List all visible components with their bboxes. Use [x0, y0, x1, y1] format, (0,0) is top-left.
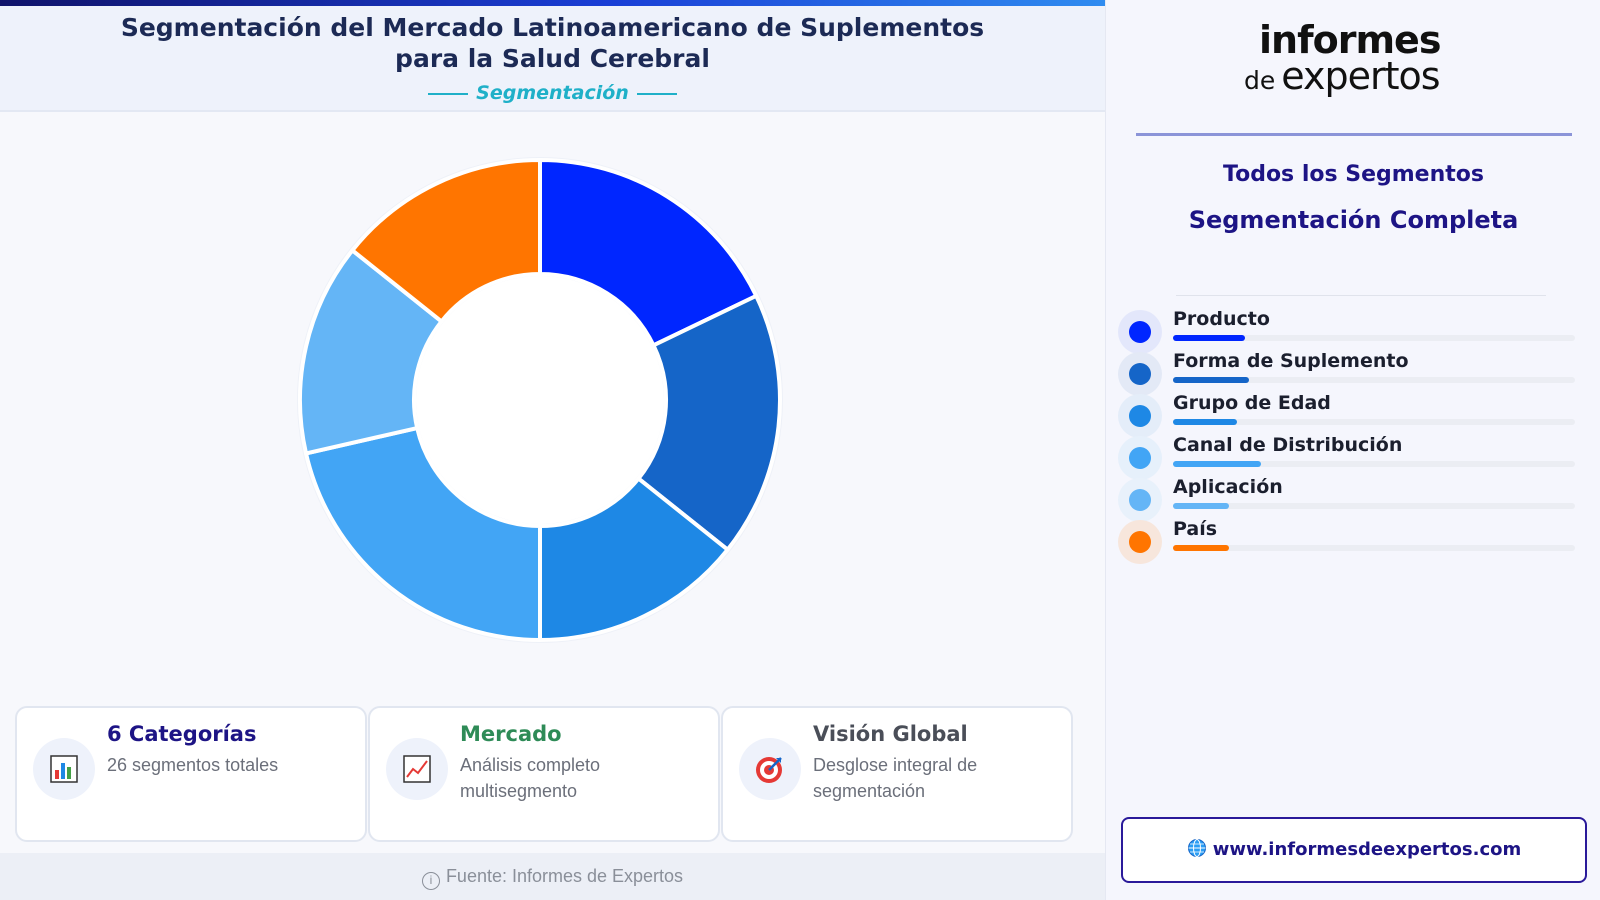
- subtitle-text: Segmentación: [476, 82, 629, 104]
- card-text: Análisis completo multisegmento: [460, 755, 601, 801]
- card-title: 6 Categorías: [107, 722, 257, 746]
- trend-chart-icon: [403, 755, 431, 783]
- legend-dot: [1129, 447, 1151, 469]
- legend-bar-track: [1173, 461, 1575, 467]
- card-market: Mercado Análisis completo multisegmento: [368, 706, 720, 842]
- subtitle: Segmentación: [0, 82, 1105, 104]
- legend-bar: [1173, 419, 1238, 425]
- card-global-vision: Visión Global Desglose integral de segme…: [721, 706, 1073, 842]
- legend-sidebar: informes de expertos Todos los Segmentos …: [1105, 0, 1600, 900]
- legend-bar-track: [1173, 377, 1575, 383]
- legend-bar-track: [1173, 419, 1575, 425]
- legend-dot: [1129, 321, 1151, 343]
- legend-item-canal[interactable]: Canal de Distribución: [1118, 432, 1588, 480]
- donut-slice-forma-de-suplemento[interactable]: [636, 293, 782, 552]
- title-line-2: para la Salud Cerebral: [395, 44, 710, 73]
- segments-heading: Todos los Segmentos: [1223, 162, 1484, 187]
- top-accent-stripe: [0, 0, 1105, 6]
- website-url: www.informesdeexpertos.com: [1212, 839, 1522, 860]
- legend-dot: [1129, 363, 1151, 385]
- legend-dot: [1129, 531, 1151, 553]
- card-text: Desglose integral de segmentación: [813, 755, 978, 801]
- legend-bar: [1173, 377, 1250, 383]
- title-line-1: Segmentación del Mercado Latinoamericano…: [120, 13, 985, 42]
- legend-label: Grupo de Edad: [1173, 392, 1331, 414]
- donut-slice-producto[interactable]: [538, 158, 759, 348]
- source-footer: i Fuente: Informes de Expertos: [0, 853, 1105, 900]
- subtitle-dash-left: [428, 92, 469, 95]
- legend-bar-track: [1173, 335, 1575, 341]
- legend-bar: [1173, 461, 1262, 467]
- donut-slice-pa-s[interactable]: [350, 158, 542, 324]
- logo-line-2: de expertos: [1244, 54, 1441, 98]
- logo-line-1: informes: [1259, 18, 1441, 62]
- logo-de: de: [1244, 66, 1276, 95]
- legend-item-pais[interactable]: País: [1118, 516, 1588, 564]
- card-categories: 6 Categorías 26 segmentos totales: [15, 706, 367, 842]
- info-icon: i: [421, 872, 440, 890]
- legend-item-producto[interactable]: Producto: [1118, 306, 1588, 354]
- source-text: Fuente: Informes de Expertos: [445, 866, 684, 886]
- legend-label: País: [1173, 518, 1218, 540]
- segments-subheading: Segmentación Completa: [1188, 206, 1519, 234]
- main-panel: Segmentación del Mercado Latinoamericano…: [0, 0, 1105, 900]
- legend-bar: [1173, 335, 1246, 341]
- page-title: Segmentación del Mercado Latinoamericano…: [0, 12, 1105, 74]
- legend-label: Aplicación: [1173, 476, 1283, 498]
- card-text: 26 segmentos totales: [107, 755, 279, 775]
- logo-expertos: expertos: [1281, 54, 1440, 98]
- card-title: Mercado: [460, 722, 562, 746]
- card-icon-circle: [33, 738, 95, 800]
- card-icon-circle: [739, 738, 801, 800]
- subtitle-dash-right: [636, 92, 677, 95]
- legend-bar: [1173, 503, 1230, 509]
- brand-logo: informes de expertos: [1106, 12, 1600, 102]
- legend-item-aplicacion[interactable]: Aplicación: [1118, 474, 1588, 522]
- legend-dot: [1129, 405, 1151, 427]
- chart-area: [0, 112, 1105, 692]
- logo-divider: [1136, 133, 1572, 136]
- chart-header: Segmentación del Mercado Latinoamericano…: [0, 6, 1105, 112]
- globe-icon: [1187, 839, 1206, 857]
- card-title: Visión Global: [813, 722, 968, 746]
- website-link[interactable]: www.informesdeexpertos.com: [1121, 817, 1587, 883]
- donut-slice-canal-de-distribuci-n[interactable]: [304, 426, 542, 642]
- bar-chart-icon: [50, 755, 78, 783]
- donut-chart: [297, 157, 783, 643]
- donut-hole: [416, 276, 664, 524]
- legend-bar: [1173, 545, 1230, 551]
- legend-label: Forma de Suplemento: [1173, 350, 1409, 372]
- legend-item-forma[interactable]: Forma de Suplemento: [1118, 348, 1588, 396]
- legend-bar-track: [1173, 503, 1575, 509]
- target-icon: [756, 757, 782, 783]
- legend-divider: [1176, 295, 1546, 296]
- legend-dot: [1129, 489, 1151, 511]
- legend-bar-track: [1173, 545, 1575, 551]
- legend-label: Canal de Distribución: [1173, 434, 1403, 456]
- legend-item-grupo-edad[interactable]: Grupo de Edad: [1118, 390, 1588, 438]
- legend-label: Producto: [1173, 308, 1270, 330]
- card-icon-circle: [386, 738, 448, 800]
